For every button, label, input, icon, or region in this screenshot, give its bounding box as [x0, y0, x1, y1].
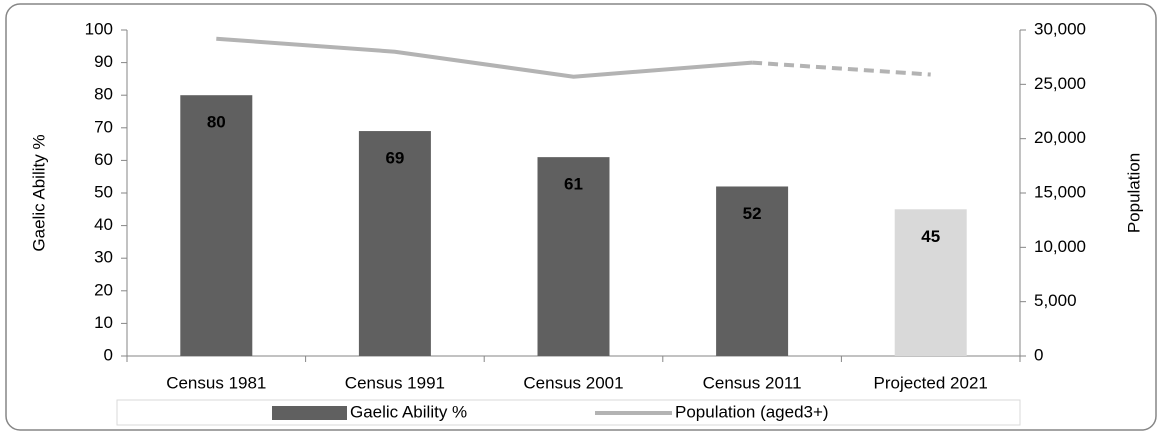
legend-label: Gaelic Ability %	[350, 402, 467, 421]
y-tick-label: 10	[94, 313, 113, 332]
bar	[894, 209, 967, 356]
legend-label: Population (aged3+)	[675, 402, 829, 421]
y2-tick-label: 0	[1034, 345, 1043, 364]
bar	[537, 157, 610, 356]
y2-tick-label: 10,000	[1034, 237, 1086, 256]
legend-swatch	[272, 406, 347, 420]
bar-value-label: 69	[385, 149, 404, 168]
x-tick-label: Projected 2021	[874, 373, 988, 392]
bar-value-label: 52	[743, 204, 762, 223]
y-tick-label: 70	[94, 117, 113, 136]
bar-value-label: 45	[921, 227, 940, 246]
y-tick-label: 80	[94, 85, 113, 104]
x-tick-label: Census 1981	[166, 373, 266, 392]
y-tick-label: 60	[94, 150, 113, 169]
y2-tick-label: 20,000	[1034, 128, 1086, 147]
y2-tick-label: 15,000	[1034, 182, 1086, 201]
x-tick-label: Census 2001	[523, 373, 623, 392]
y-tick-label: 50	[94, 182, 113, 201]
line	[216, 36, 753, 79]
x-tick-label: Census 1991	[345, 373, 445, 392]
legend-box	[116, 399, 1021, 426]
y-tick-label: 0	[104, 345, 113, 364]
y2-tick-label: 25,000	[1034, 74, 1086, 93]
y-tick-label: 90	[94, 52, 113, 71]
line-projected	[751, 60, 931, 77]
bar	[180, 95, 253, 356]
y-axis-title: Gaelic Ability %	[29, 134, 48, 251]
y-tick-label: 40	[94, 215, 113, 234]
x-tick-label: Census 2011	[703, 373, 802, 392]
bar-value-label: 61	[564, 175, 583, 194]
y-tick-label: 100	[85, 19, 113, 38]
bar	[716, 186, 789, 356]
bar	[358, 131, 431, 356]
bar-value-label: 80	[207, 113, 226, 132]
y-tick-label: 20	[94, 280, 113, 299]
y2-tick-label: 30,000	[1034, 19, 1086, 38]
y-tick-label: 30	[94, 248, 113, 267]
y2-axis-title: Population	[1124, 153, 1143, 233]
y2-tick-label: 5,000	[1034, 291, 1077, 310]
